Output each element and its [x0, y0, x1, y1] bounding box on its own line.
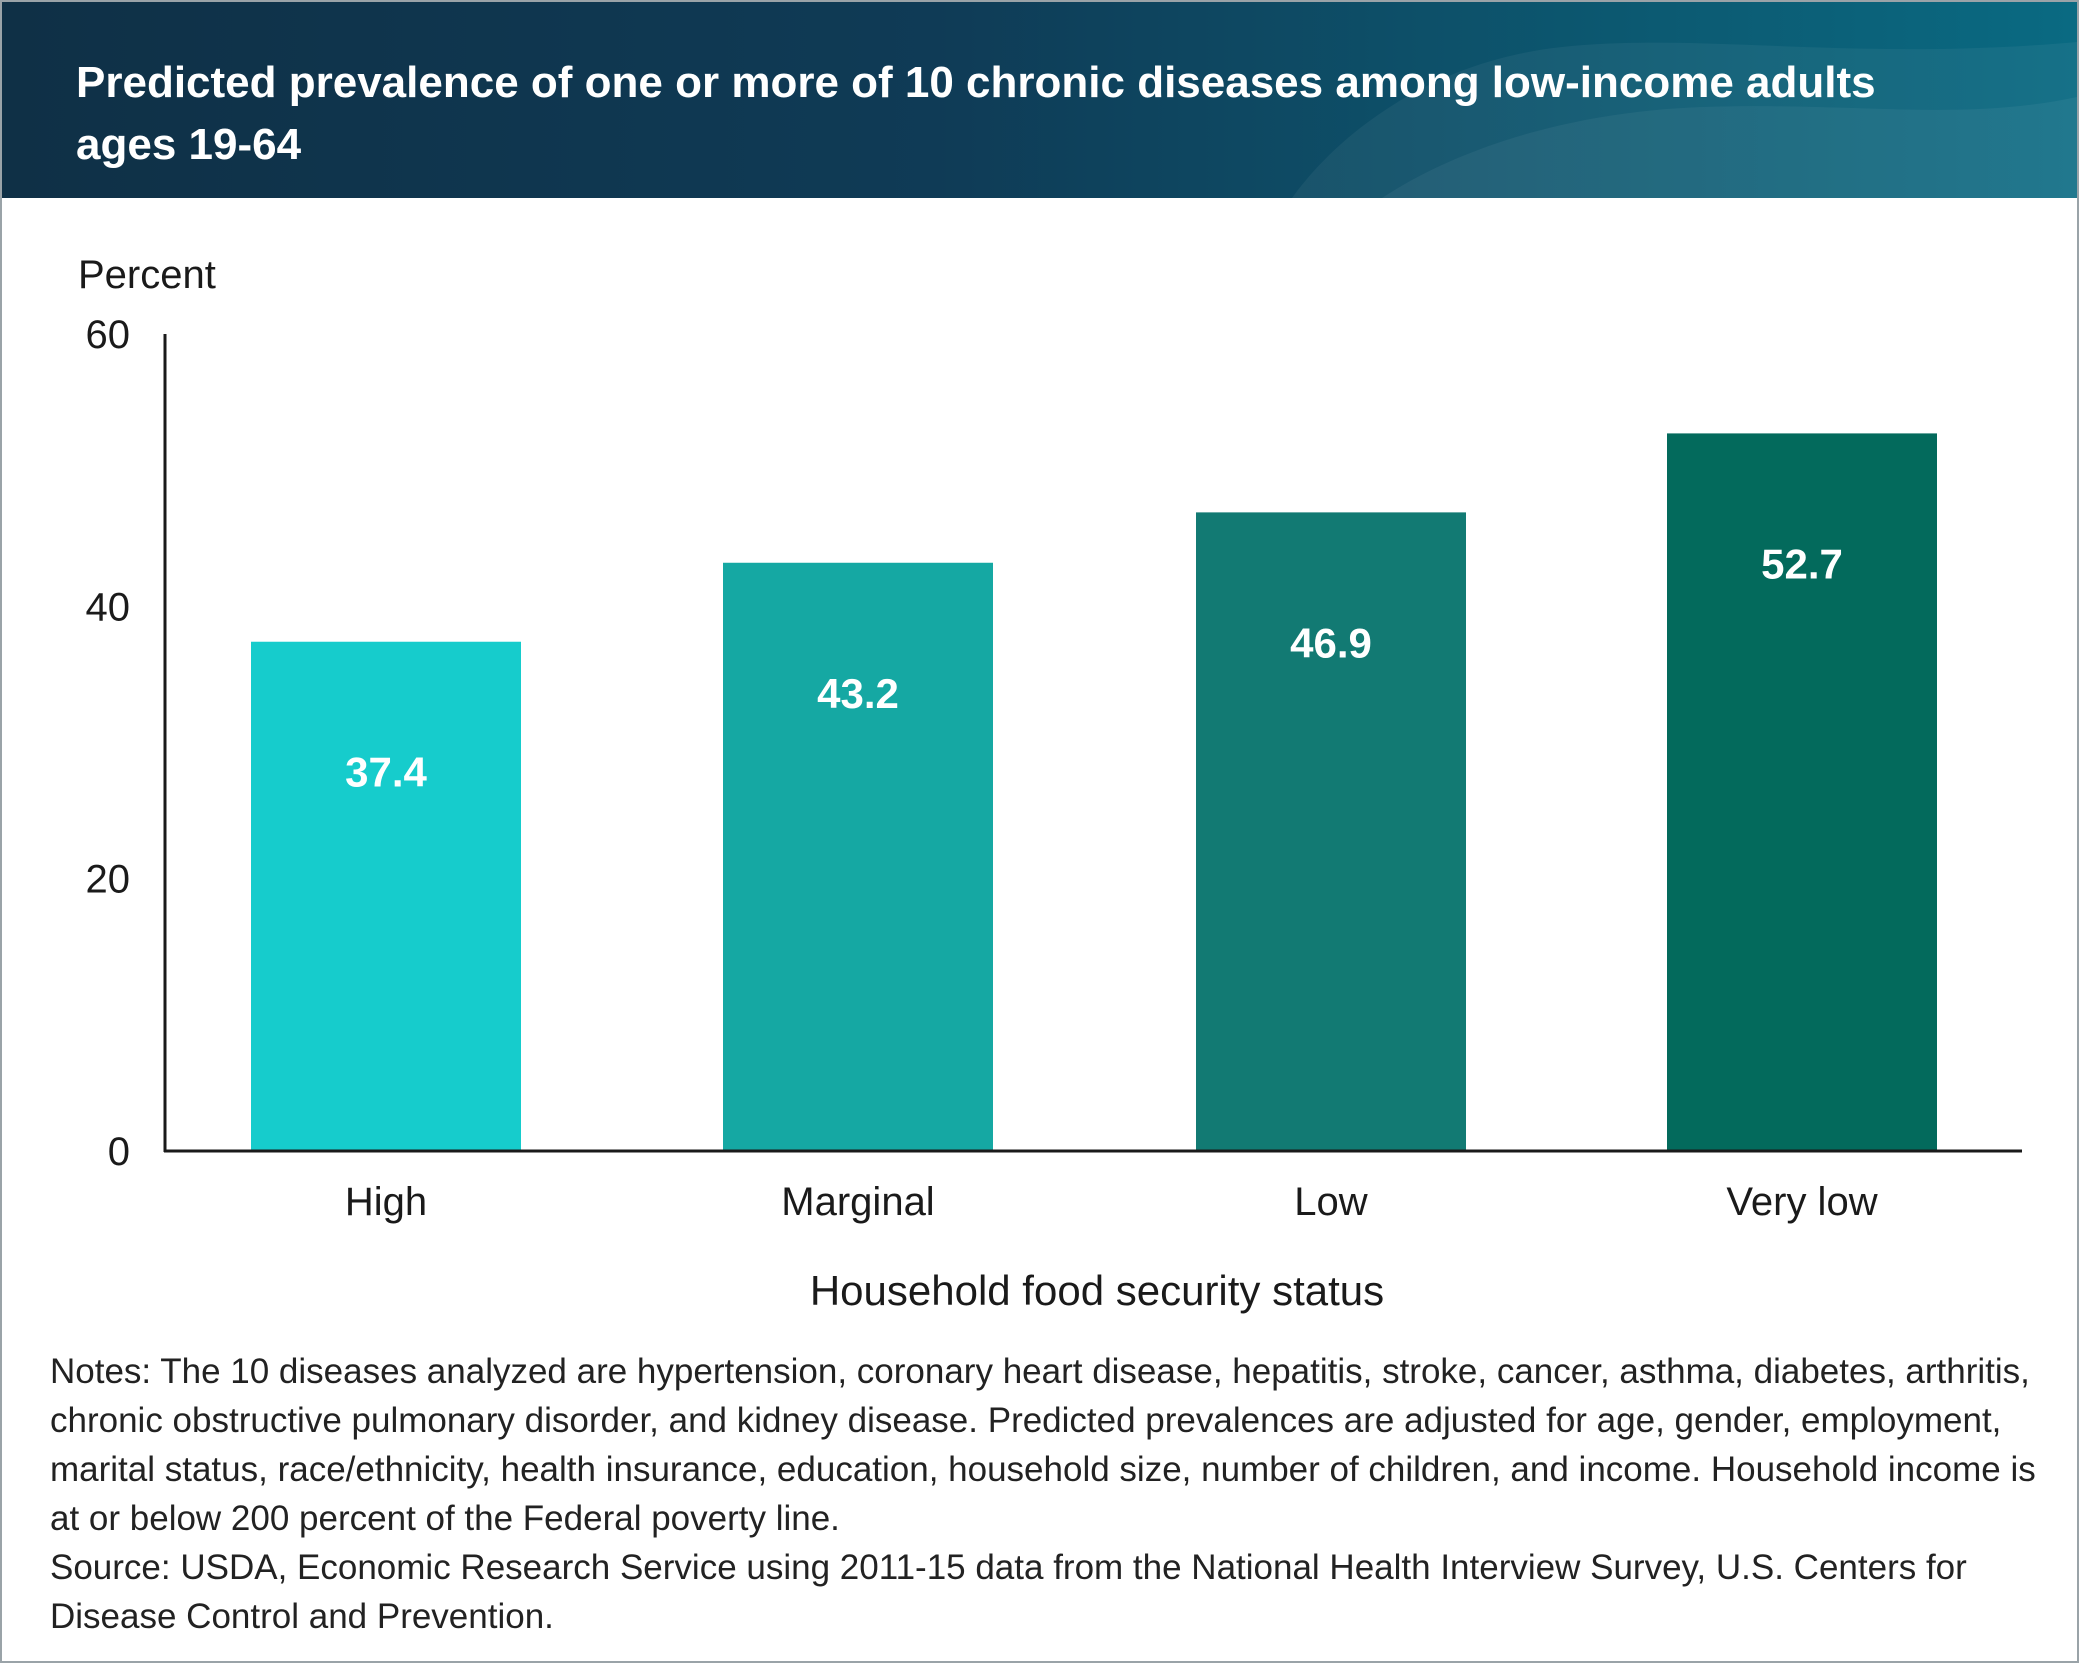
x-axis-label: Household food security status — [810, 1267, 1384, 1314]
y-tick-label: 40 — [86, 585, 131, 629]
bar-data-label: 46.9 — [1290, 619, 1372, 666]
header-wave-decoration — [1292, 42, 2077, 198]
x-tick-label: High — [345, 1180, 427, 1224]
source-text: Source: USDA, Economic Research Service … — [50, 1548, 1967, 1636]
y-tick-label: 0 — [108, 1130, 130, 1174]
bar-data-label: 43.2 — [817, 670, 899, 717]
notes-block: Notes: The 10 diseases analyzed are hype… — [50, 1347, 2050, 1641]
bar — [251, 641, 521, 1151]
chart-title: Predicted prevalence of one or more of 1… — [76, 58, 1876, 169]
bar — [1196, 512, 1466, 1151]
notes-text: Notes: The 10 diseases analyzed are hype… — [50, 1352, 2036, 1538]
bar-chart: Percent 0 20 40 60 37.4 High 43.2 Marginal 46.9 Lo… — [78, 253, 2022, 1314]
y-tick-label: 60 — [86, 313, 131, 357]
bar — [1667, 433, 1937, 1151]
chart-header: Predicted prevalence of one or more of 1… — [2, 2, 2077, 198]
x-tick-label: Marginal — [781, 1180, 934, 1224]
bar-data-label: 52.7 — [1761, 540, 1843, 587]
x-tick-label: Very low — [1726, 1180, 1877, 1224]
bar — [723, 562, 993, 1151]
bar-data-label: 37.4 — [345, 749, 427, 796]
y-tick-label: 20 — [86, 858, 131, 902]
y-axis-label: Percent — [78, 253, 216, 297]
x-tick-label: Low — [1294, 1180, 1367, 1224]
